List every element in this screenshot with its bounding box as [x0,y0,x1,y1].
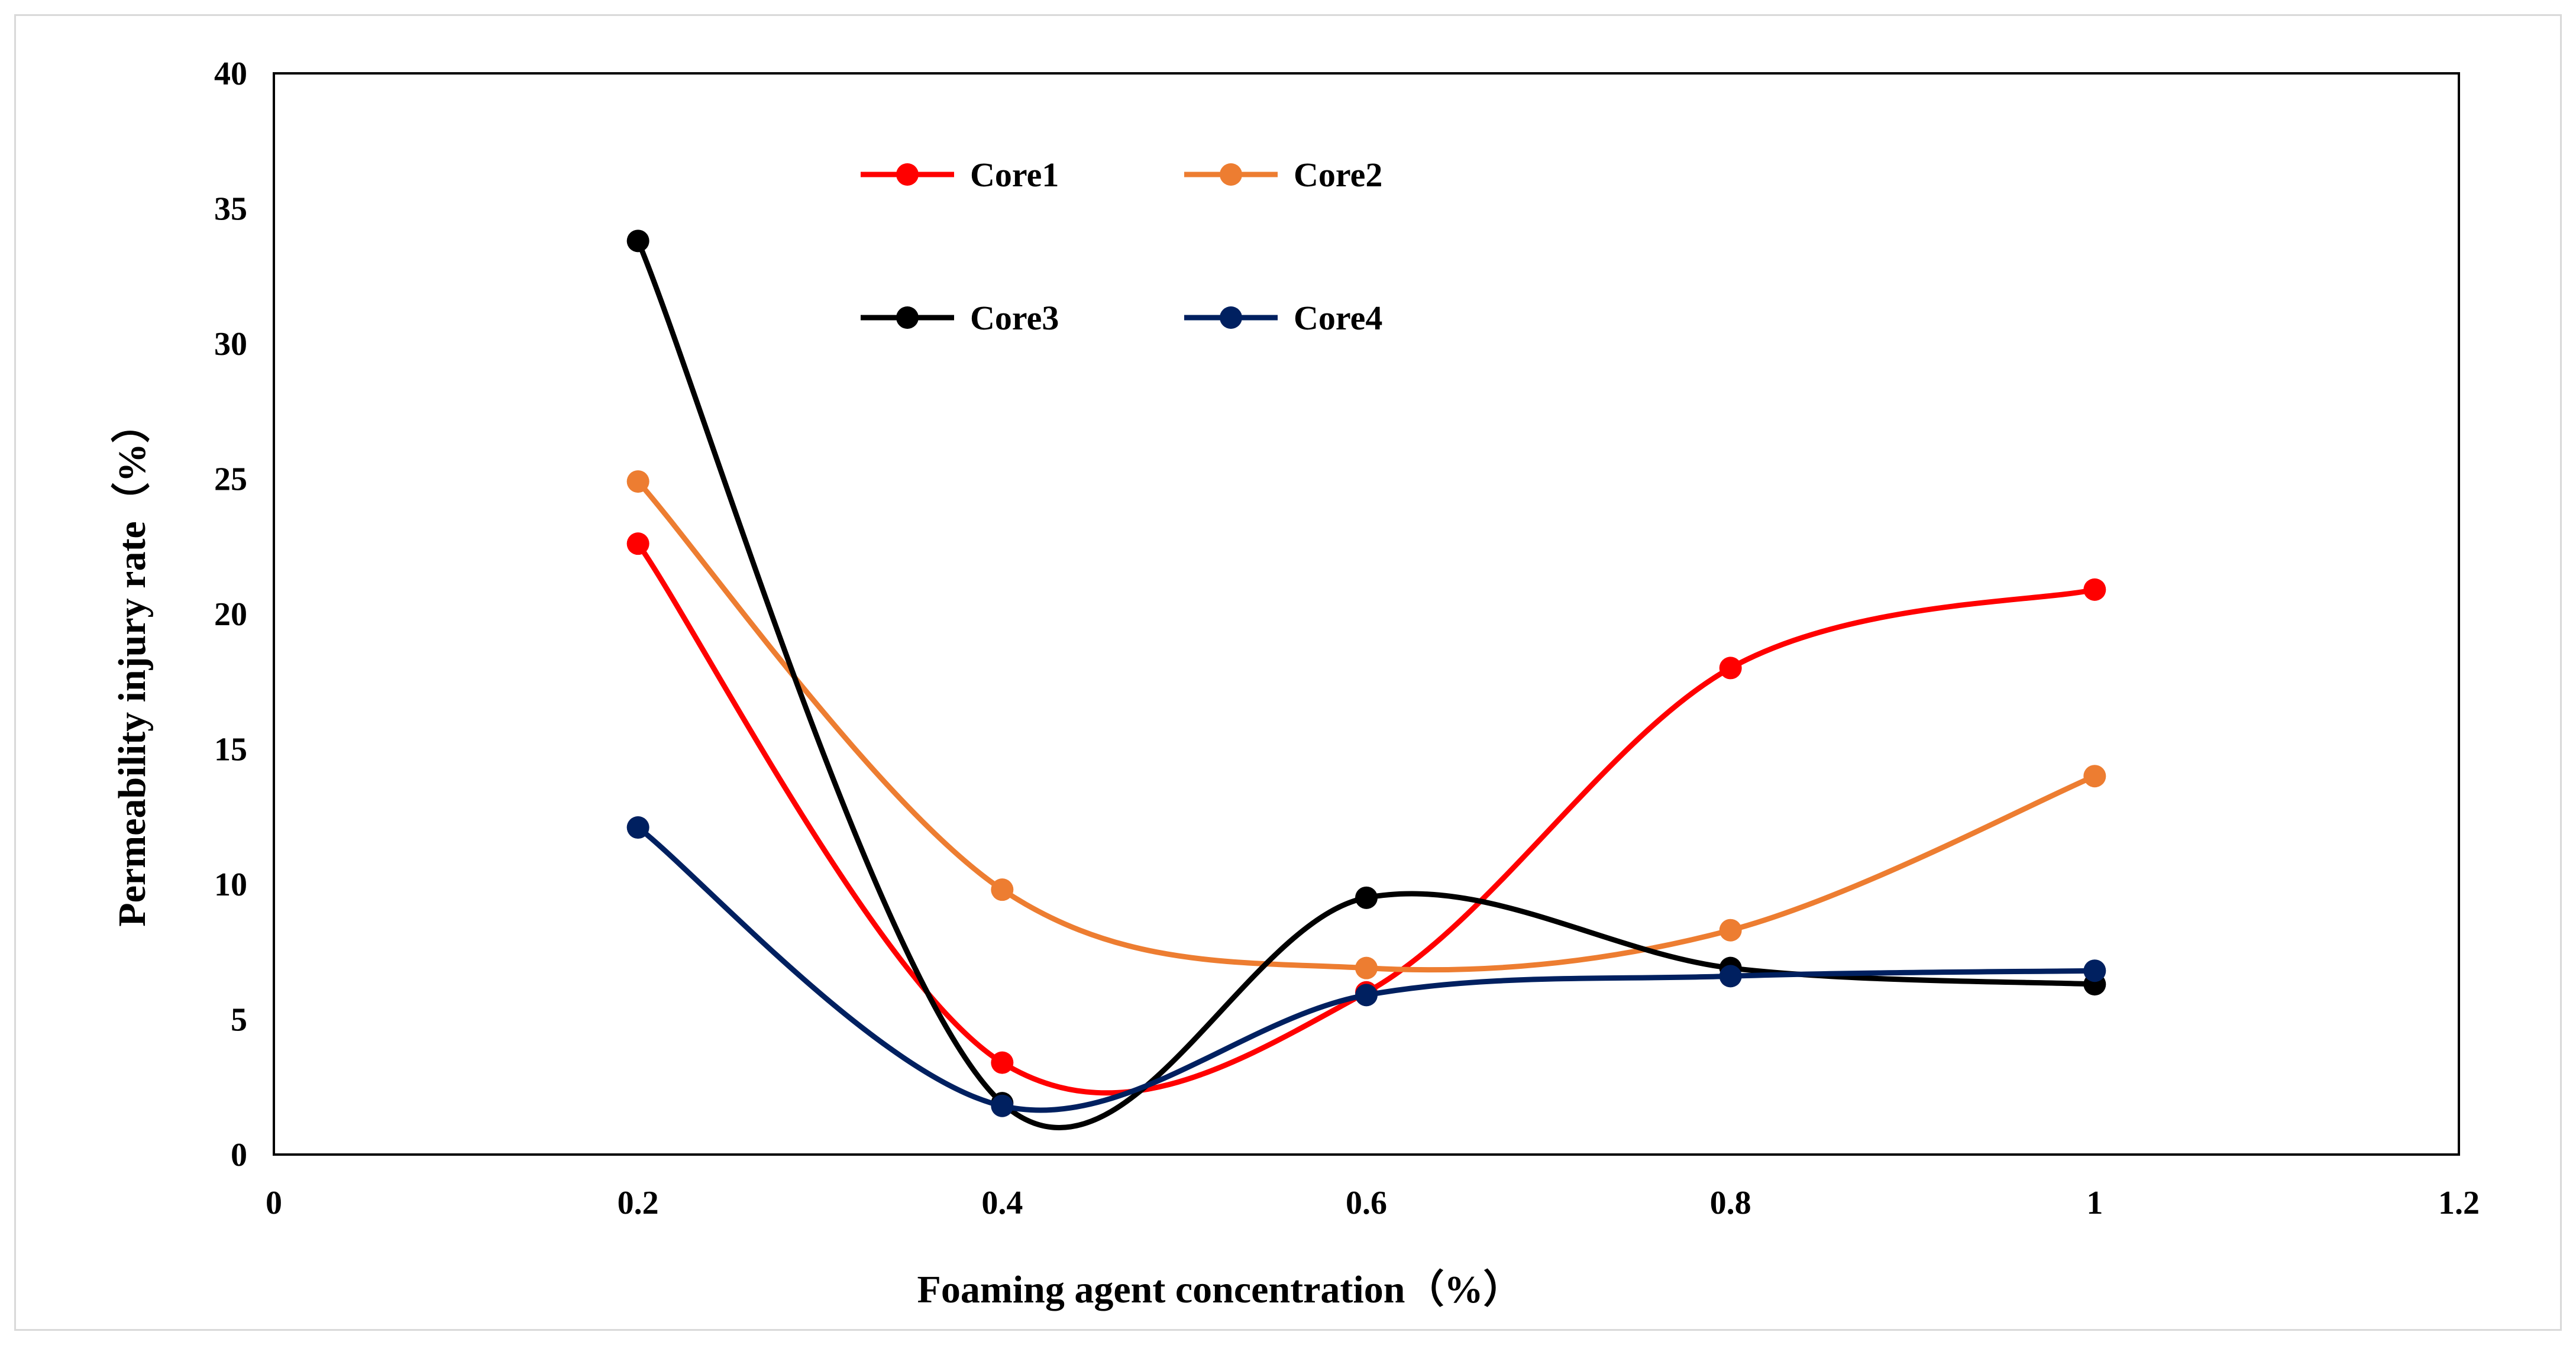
legend-swatch-marker [896,306,919,329]
data-point-core4 [626,816,649,839]
data-point-core1 [2083,578,2106,601]
data-point-core2 [2083,765,2106,788]
data-point-core1 [626,532,649,555]
chart-frame: 0 5 10 15 20 25 30 35 40 0 0.2 0.4 0.6 0.8 1 1.2 Core1… [14,14,2562,1331]
chart: 0 5 10 15 20 25 30 35 40 0 0.2 0.4 0.6 0.8 1 1.2 Core1… [110,56,2480,1311]
y-axis: 0 5 10 15 20 25 30 35 40 [214,56,247,1173]
legend-swatch-marker [896,163,919,186]
legend-item-core2: Core2 [1184,156,1382,194]
data-point-core2 [1719,919,1742,942]
x-axis-title: Foaming agent concentration（%） [917,1268,1523,1311]
legend-item-core1: Core1 [861,156,1059,194]
data-point-core2 [1355,956,1378,979]
y-tick-label: 30 [214,326,247,363]
data-point-core4 [1719,965,1742,988]
plot-area [273,72,2460,1156]
legend: Core1 Core2 Core3 Core4 [861,156,1382,337]
series-core2 [626,470,2106,979]
legend-label: Core1 [970,156,1059,194]
data-point-core2 [626,470,649,493]
legend-label: Core3 [970,299,1059,337]
plot-border [273,72,2460,1156]
y-tick-label: 20 [214,596,247,633]
data-point-core4 [2083,959,2106,982]
legend-label: Core2 [1294,156,1382,194]
x-tick-label: 1 [2086,1185,2103,1221]
x-axis: 0 0.2 0.4 0.6 0.8 1 1.2 [266,1185,2480,1221]
y-tick-label: 10 [214,867,247,903]
data-point-core4 [1355,984,1378,1007]
x-tick-label: 0.2 [618,1185,659,1221]
y-tick-label: 35 [214,191,247,228]
data-point-core2 [991,878,1014,901]
x-tick-label: 0.8 [1710,1185,1751,1221]
series-line-core4 [635,825,2097,1113]
series-core1 [626,532,2106,1096]
y-tick-label: 40 [214,56,247,92]
x-tick-label: 0.4 [981,1185,1023,1221]
legend-item-core3: Core3 [861,299,1059,337]
legend-item-core4: Core4 [1184,299,1382,337]
x-tick-label: 1.2 [2438,1185,2480,1221]
data-point-core3 [1355,886,1378,909]
x-tick-label: 0 [266,1185,282,1221]
series-layer [626,229,2106,1130]
y-tick-label: 0 [231,1137,247,1173]
data-point-core1 [1719,657,1742,680]
legend-label: Core4 [1294,299,1382,337]
y-tick-label: 15 [214,732,247,768]
y-axis-title: Permeability injury rate（%） [110,404,154,926]
series-line-core1 [635,541,2097,1096]
legend-swatch-marker [1220,163,1242,186]
series-core4 [626,816,2106,1117]
data-point-core4 [991,1094,1014,1117]
y-tick-label: 5 [231,1002,247,1039]
x-tick-label: 0.6 [1346,1185,1387,1221]
series-line-core2 [635,478,2097,973]
data-point-core3 [626,229,649,253]
legend-swatch-marker [1220,306,1242,329]
y-tick-label: 25 [214,461,247,498]
data-point-core1 [991,1051,1014,1074]
